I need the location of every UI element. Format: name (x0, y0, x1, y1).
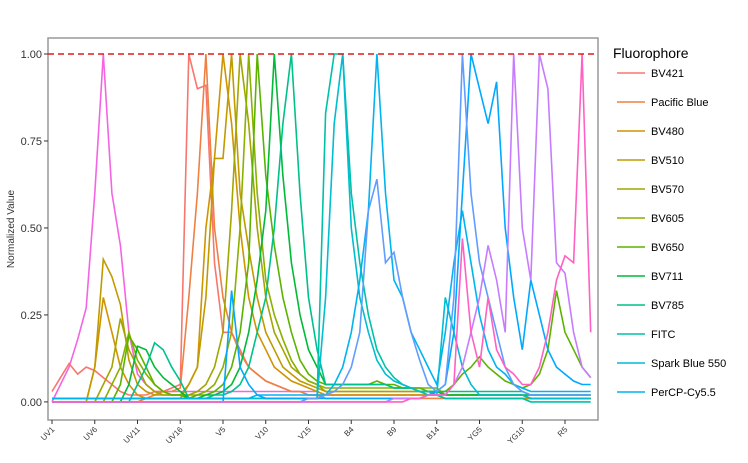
x-tick-label: UV16 (164, 425, 185, 446)
x-tick-label: V15 (296, 425, 313, 442)
legend-label: BV711 (651, 271, 683, 283)
x-tick-label: UV1 (39, 425, 57, 443)
x-tick-label: UV6 (82, 425, 100, 443)
x-tick-label: V10 (254, 425, 271, 442)
x-tick-label: YG5 (466, 425, 484, 443)
y-tick-label: 1.00 (21, 49, 42, 61)
plot-panel (47, 37, 599, 421)
legend-title: Fluorophore (613, 45, 689, 61)
legend-label: BV510 (651, 155, 684, 167)
y-tick-label: 0.00 (21, 397, 42, 409)
x-tick-label: V5 (214, 425, 228, 439)
y-axis-title: Normalized Value (6, 189, 17, 268)
legend-label: BV785 (651, 300, 684, 312)
legend-label: PerCP-Cy5.5 (651, 387, 716, 399)
x-tick-label: B4 (342, 425, 356, 439)
x-tick-label: UV11 (122, 425, 142, 445)
legend-label: FITC (651, 329, 675, 341)
x-tick-label: B9 (385, 425, 399, 439)
legend-label: BV570 (651, 184, 684, 196)
legend-label: Spark Blue 550 (651, 358, 726, 370)
y-tick-label: 0.75 (21, 136, 42, 148)
legend-label: BV650 (651, 242, 684, 254)
series-line (52, 53, 592, 403)
x-tick-label: B14 (425, 425, 442, 442)
series-line (52, 53, 591, 403)
legend-label: BV421 (651, 68, 684, 80)
legend-label: Pacific Blue (651, 97, 708, 109)
series-line (52, 53, 591, 400)
x-tick-label: YG10 (506, 425, 527, 446)
x-tick-label: R5 (556, 425, 570, 439)
y-tick-label: 0.25 (21, 310, 42, 322)
series-line (52, 53, 592, 403)
legend-label: BV480 (651, 126, 684, 138)
legend-label: BV605 (651, 213, 684, 225)
y-tick-label: 0.50 (21, 223, 42, 235)
